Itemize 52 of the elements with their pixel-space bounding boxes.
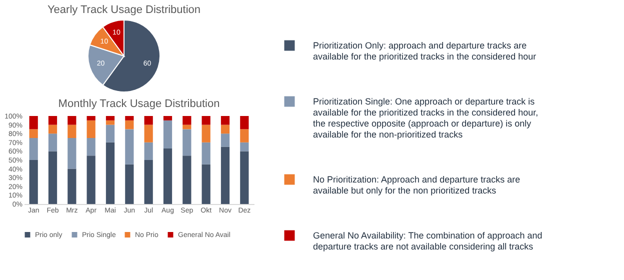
bar — [202, 116, 210, 125]
bar — [240, 116, 249, 130]
bar — [48, 116, 58, 125]
bar — [106, 120, 115, 125]
bar — [68, 168, 76, 204]
bar — [163, 148, 172, 204]
bar — [86, 138, 96, 156]
bar — [48, 151, 58, 204]
bar — [68, 124, 76, 138]
bar — [182, 129, 192, 156]
bar — [125, 164, 134, 204]
bar — [29, 160, 38, 204]
bar — [220, 146, 230, 204]
bar — [163, 116, 172, 120]
bar — [125, 129, 134, 164]
bar — [106, 116, 115, 120]
bar — [202, 142, 210, 164]
bar — [29, 116, 38, 130]
bar — [202, 164, 210, 204]
bar — [163, 120, 172, 149]
chart-title: Monthly Track Usage Distribution — [58, 98, 220, 110]
legend-label: No Prioritization: Approach and departure tracks are available but only for the non prioritized tracks — [313, 174, 520, 196]
bar — [29, 138, 38, 160]
bar — [68, 116, 76, 125]
bar — [240, 129, 249, 142]
legend-label: Prioritization Only: approach and departure tracks are available for the prioritized tracks in the considered hour — [313, 40, 536, 62]
legend-label: General No Availability: The combination of approach and departure tracks are not available considering all tracks — [313, 230, 542, 252]
bar — [220, 134, 230, 147]
bar — [202, 124, 210, 142]
bar — [68, 138, 76, 169]
bar — [220, 124, 230, 134]
bar — [86, 116, 96, 120]
bar — [144, 124, 153, 142]
chart-title: Yearly Track Usage Distribution — [47, 4, 201, 16]
bar — [106, 124, 115, 142]
bar — [125, 116, 134, 120]
bar — [144, 142, 153, 160]
legend-label: Prioritization Single: One approach or departure track is available for the prioritized tracks in the considered hour, the respective opposite (approach or departure) is only available for the non-prioritized tracks — [313, 96, 538, 140]
bar — [86, 120, 96, 138]
bar — [240, 151, 249, 204]
bar — [182, 156, 192, 204]
bar — [86, 156, 96, 204]
bar — [29, 129, 38, 138]
bar — [144, 160, 153, 204]
bar — [48, 134, 58, 152]
bar — [144, 116, 153, 125]
bar — [125, 120, 134, 130]
bar — [48, 124, 58, 134]
bar — [220, 116, 230, 125]
bar — [106, 142, 115, 204]
bar — [240, 142, 249, 152]
bar — [182, 116, 192, 125]
